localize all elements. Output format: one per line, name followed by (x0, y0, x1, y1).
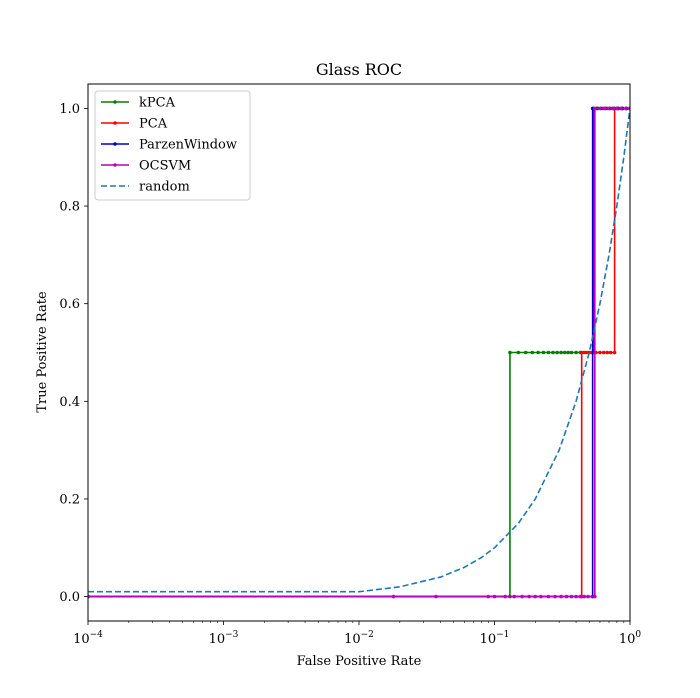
data-point (546, 594, 551, 599)
y-tick-label: 0.8 (59, 200, 80, 215)
data-point (564, 594, 569, 599)
y-tick-label: 0.4 (59, 395, 80, 410)
data-point (566, 350, 571, 355)
data-point (503, 594, 508, 599)
x-tick-label: 100 (619, 630, 642, 647)
y-tick-label: 0.6 (59, 297, 80, 312)
data-point (579, 350, 584, 355)
data-point (492, 594, 497, 599)
data-point (569, 350, 574, 355)
x-tick-label: 10−2 (344, 630, 374, 647)
data-point (598, 106, 602, 111)
data-point (619, 106, 623, 111)
data-point (605, 350, 610, 355)
data-point (553, 594, 557, 599)
y-tick-label: 0.0 (59, 590, 80, 605)
data-point (607, 106, 611, 111)
legend-marker (113, 121, 117, 125)
data-point (623, 106, 628, 111)
data-point (539, 594, 543, 599)
data-point (574, 594, 578, 599)
legend-item-kpca: kPCA (101, 96, 176, 111)
legend-item-ocsvm: OCSVM (101, 159, 191, 174)
legend-label: random (139, 180, 190, 195)
x-tick-label: 10−4 (73, 630, 103, 647)
legend-item-random: random (101, 180, 190, 195)
legend: kPCA PCA ParzenWindow OCSVM random (94, 90, 251, 201)
legend-marker (113, 163, 117, 167)
data-point (601, 350, 606, 355)
series-line-random (88, 108, 630, 593)
y-axis-label: True Positive Rate (35, 291, 50, 413)
plot-area (88, 106, 630, 599)
legend-item-parzenwindow: ParzenWindow (101, 138, 237, 153)
data-point (582, 594, 587, 599)
data-point (598, 350, 602, 355)
legend-box (94, 90, 251, 201)
data-point (434, 594, 438, 599)
legend-label: PCA (139, 117, 168, 132)
legend-marker (113, 100, 117, 104)
data-point (578, 594, 583, 599)
chart-title: Glass ROC (316, 60, 402, 79)
data-point (585, 350, 589, 355)
data-point (593, 594, 597, 599)
data-point (512, 594, 517, 599)
data-point (562, 350, 567, 355)
legend-marker (113, 142, 117, 146)
legend-label: ParzenWindow (139, 138, 237, 153)
legend-item-pca: PCA (101, 117, 168, 132)
legend-label: OCSVM (139, 159, 191, 174)
data-point (569, 594, 574, 599)
data-point (516, 350, 521, 355)
data-point (555, 350, 559, 355)
y-tick-label: 0.2 (59, 492, 80, 507)
data-point (508, 350, 512, 355)
data-point (527, 594, 531, 599)
data-point (541, 350, 546, 355)
series-ocsvm (88, 106, 630, 599)
data-point (523, 350, 528, 355)
data-point (533, 594, 538, 599)
data-point (608, 350, 613, 355)
data-point (520, 594, 524, 599)
data-point (612, 350, 617, 355)
data-point (586, 594, 590, 599)
data-point (546, 350, 551, 355)
data-point (530, 350, 535, 355)
x-tick-label: 10−3 (209, 630, 239, 647)
x-axis-label: False Positive Rate (297, 654, 422, 669)
series-random (88, 108, 630, 593)
data-point (559, 594, 563, 599)
data-point (559, 350, 563, 355)
x-tick-label: 10−1 (480, 630, 510, 647)
data-point (574, 350, 578, 355)
y-tick-label: 1.0 (59, 102, 80, 117)
plot-frame (87, 83, 631, 622)
legend-label: kPCA (139, 96, 176, 111)
data-point (391, 594, 396, 599)
data-point (593, 106, 597, 111)
data-point (536, 350, 540, 355)
data-point (551, 350, 555, 355)
data-point (602, 106, 607, 111)
data-point (615, 106, 619, 111)
data-point (486, 594, 491, 599)
data-point (611, 106, 615, 111)
